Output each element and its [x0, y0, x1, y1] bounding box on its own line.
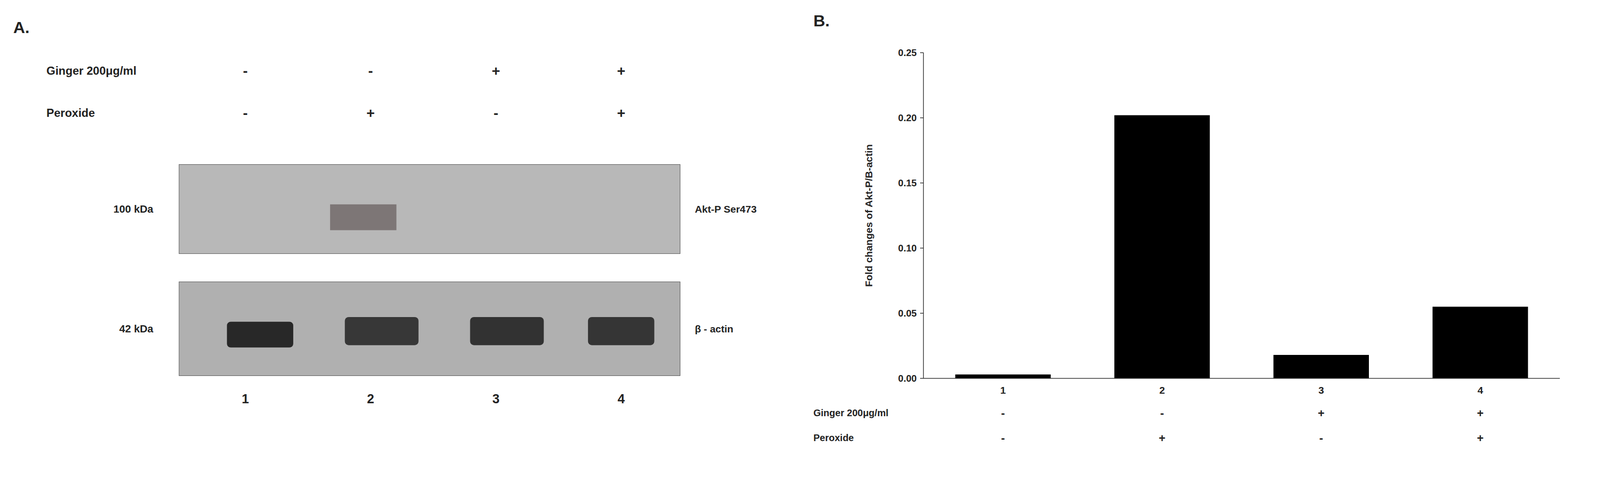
y-tick [920, 247, 924, 249]
row-label: Ginger 200μg/ml [46, 64, 137, 78]
treatment-sign: - [1160, 406, 1165, 420]
x-tick-label: 4 [1477, 384, 1484, 396]
band-label: Akt-P Ser473 [694, 203, 757, 215]
x-tick-label: 3 [1318, 384, 1324, 396]
lane-label: 3 [492, 391, 500, 406]
treatment-sign: + [1477, 431, 1484, 445]
y-tick-label: 0.05 [898, 307, 917, 319]
treatment-sign: + [1477, 406, 1484, 420]
kda-label: 42 kDa [119, 322, 154, 335]
gel [178, 281, 680, 376]
y-tick-label: 0.25 [898, 47, 917, 58]
row-label: Peroxide [813, 432, 854, 443]
panel-a: A. Ginger 200μg/ml - - + + Peroxide - + - +100 kDa… [13, 18, 757, 406]
treatment-sign: - [493, 104, 499, 121]
treatment-sign: + [616, 104, 626, 121]
x-tick-label: 1 [1000, 384, 1006, 396]
x-tick-label: 2 [1159, 384, 1166, 396]
y-tick [920, 182, 924, 184]
y-tick-label: 0.20 [898, 112, 917, 123]
row-label: Peroxide [46, 106, 95, 120]
treatment-sign: - [368, 62, 374, 79]
bar [955, 374, 1052, 378]
y-tick-label: 0.00 [898, 372, 917, 384]
band-label: β - actin [694, 322, 734, 334]
bar [1273, 354, 1370, 378]
treatment-sign: - [1000, 431, 1005, 445]
bar [1114, 115, 1211, 378]
treatment-sign: - [1319, 431, 1323, 445]
lane-label: 2 [366, 391, 375, 406]
treatment-sign: + [1158, 431, 1166, 445]
treatment-sign: + [1317, 406, 1325, 420]
treatment-sign: + [366, 104, 376, 121]
treatment-sign: + [616, 62, 626, 79]
y-tick [920, 117, 924, 119]
bar [1432, 306, 1529, 378]
kda-label: 100 kDa [113, 202, 154, 215]
lane-label: 4 [617, 391, 625, 406]
x-axis [923, 377, 1560, 379]
y-tick [920, 52, 924, 54]
treatment-sign: - [1000, 406, 1005, 420]
y-tick [920, 312, 924, 314]
treatment-sign: - [243, 62, 248, 79]
panel-b: B. 0.00 0.05 0.10 0.15 0.20 0.25 1 2 3 4 Fold chang… [813, 11, 1560, 445]
panel-label: A. [13, 18, 30, 37]
gel-band [470, 316, 545, 345]
y-axis-label: Fold changes of Akt-P/B-actin [863, 144, 875, 287]
treatment-sign: + [491, 62, 501, 79]
gel [178, 164, 680, 254]
gel-band [588, 316, 655, 345]
lane-label: 1 [241, 391, 249, 406]
y-tick [920, 377, 924, 379]
gel-band [344, 316, 419, 345]
y-tick-label: 0.15 [898, 177, 917, 189]
row-label: Ginger 200μg/ml [813, 407, 889, 418]
figure: A. Ginger 200μg/ml - - + + Peroxide - + - +100 kDa… [0, 0, 1600, 489]
y-axis [922, 52, 924, 378]
gel-band [226, 321, 294, 348]
panel-label: B. [813, 11, 830, 30]
treatment-sign: - [243, 104, 248, 121]
y-tick-label: 0.10 [898, 242, 917, 254]
gel-band [330, 204, 397, 231]
bars [955, 115, 1529, 378]
